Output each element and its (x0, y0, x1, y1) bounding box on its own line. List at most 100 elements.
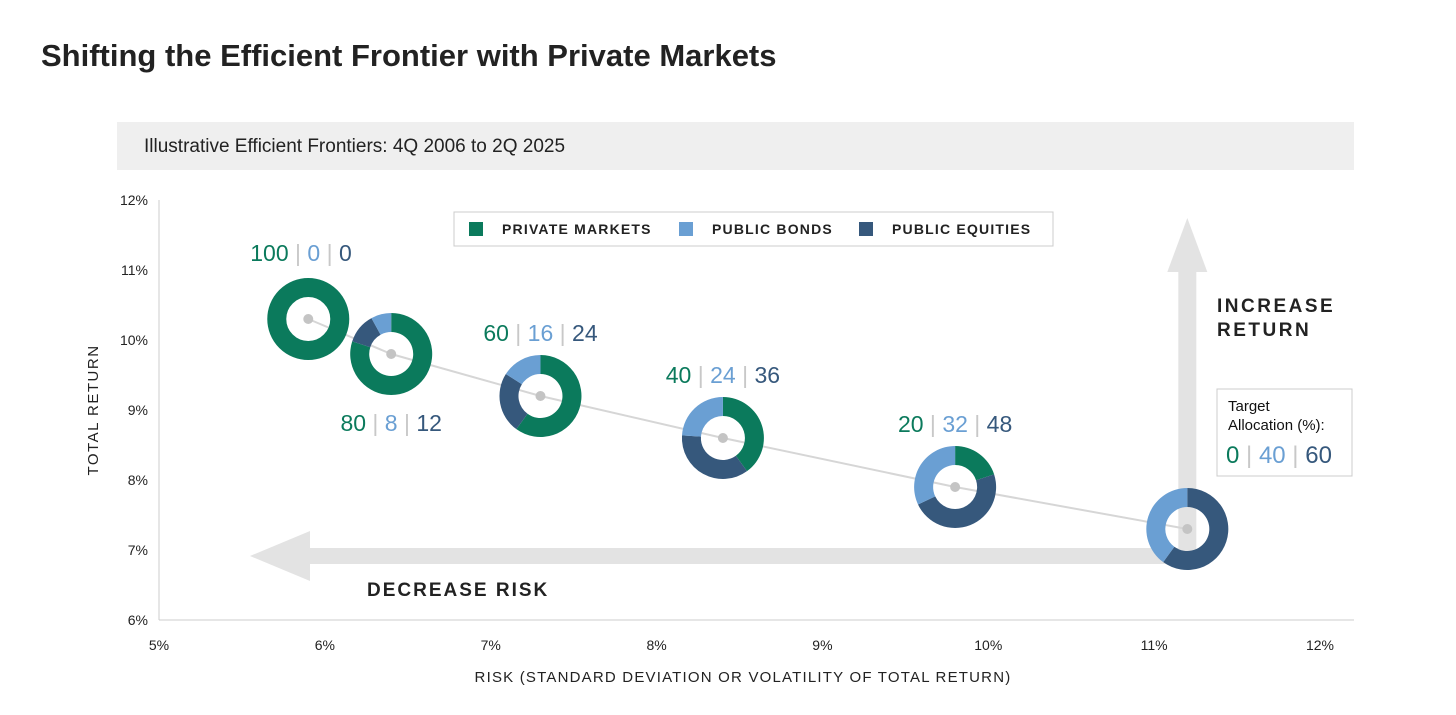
label-separator: | (968, 411, 987, 437)
legend-label: PRIVATE MARKETS (502, 221, 652, 237)
increase-return-label: RETURN (1217, 320, 1311, 341)
allocation-bonds: 16 (528, 320, 554, 346)
allocation-private: 80 (340, 410, 366, 436)
legend-swatch (679, 222, 693, 236)
allocation-donut (350, 313, 433, 395)
legend-swatch (859, 222, 873, 236)
allocation-donut (499, 355, 582, 437)
data-point-marker (717, 433, 728, 443)
allocation-bonds: 8 (385, 410, 398, 436)
label-separator: | (398, 410, 417, 436)
donut-segment-equities (499, 374, 528, 430)
label-separator: | (1239, 442, 1259, 469)
donut-segment-equities (1163, 488, 1229, 570)
x-tick-label: 6% (315, 637, 335, 653)
allocation-equities: 36 (754, 362, 780, 388)
y-tick-label: 12% (120, 192, 148, 208)
donut-segment-bonds (681, 397, 723, 437)
label-separator: | (736, 362, 755, 388)
donut-segment-bonds (914, 445, 956, 505)
donut-segment-private (267, 278, 350, 360)
x-tick-label: 7% (481, 637, 501, 653)
target-allocation-box (1216, 388, 1353, 477)
data-point-marker (950, 482, 961, 492)
x-tick-label: 12% (1306, 637, 1334, 653)
y-tick-label: 10% (120, 332, 148, 348)
y-tick-label: 7% (128, 542, 148, 558)
label-separator: | (691, 362, 710, 388)
decrease-risk-arrow-shaft (305, 548, 1188, 564)
label-separator: | (553, 320, 572, 346)
target-allocation-title: Allocation (%): (1228, 417, 1325, 434)
data-point-marker (386, 349, 397, 359)
allocation-private: 20 (898, 411, 924, 437)
donut-segment-equities (352, 318, 381, 348)
allocation-donut (1146, 488, 1229, 570)
target-allocation-title: Target (1228, 398, 1271, 415)
x-tick-label: 5% (149, 637, 169, 653)
allocation-label: 20 | 32 | 48 (898, 411, 1012, 437)
x-axis-label: RISK (STANDARD DEVIATION OR VOLATILITY O… (475, 669, 1012, 686)
allocation-equities: 0 (339, 240, 352, 266)
allocation-label: 80 | 8 | 12 (340, 410, 442, 436)
decrease-risk-label: DECREASE RISK (367, 580, 549, 601)
chart-subtitle-bar: Illustrative Efficient Frontiers: 4Q 200… (117, 122, 1354, 170)
y-tick-label: 9% (128, 402, 148, 418)
x-tick-label: 9% (812, 637, 832, 653)
y-tick-label: 6% (128, 612, 148, 628)
legend-swatch (469, 222, 483, 236)
increase-return-arrowhead (1167, 218, 1208, 272)
allocation-equities: 12 (416, 410, 442, 436)
allocation-donut (914, 445, 997, 529)
allocation-label: 0 | 40 | 60 (1226, 442, 1332, 469)
x-tick-label: 10% (974, 637, 1002, 653)
donut-segment-bonds (371, 313, 392, 335)
allocation-donut (267, 278, 350, 360)
increase-return-arrow-shaft (1178, 270, 1197, 564)
y-tick-label: 8% (128, 472, 148, 488)
y-axis-label: TOTAL RETURN (85, 344, 102, 475)
donut-segment-private (516, 355, 582, 437)
label-separator: | (320, 240, 339, 266)
allocation-bonds: 40 (1259, 442, 1286, 469)
page-title: Shifting the Efficient Frontier with Pri… (41, 38, 777, 73)
legend-label: PUBLIC BONDS (712, 221, 833, 237)
allocation-private: 100 (250, 240, 288, 266)
allocation-private: 0 (1226, 442, 1239, 469)
allocation-label: 40 | 24 | 36 (666, 362, 780, 388)
y-tick-label: 11% (121, 262, 148, 278)
allocation-bonds: 32 (942, 411, 968, 437)
data-point-marker (303, 314, 314, 324)
allocation-label: 60 | 16 | 24 (483, 320, 598, 346)
x-tick-label: 8% (646, 637, 666, 653)
donut-segment-private (955, 446, 995, 481)
allocation-private: 40 (666, 362, 692, 388)
allocation-equities: 60 (1305, 442, 1332, 469)
x-tick-label: 11% (1141, 637, 1168, 653)
allocation-label: 100 | 0 | 0 (250, 240, 352, 266)
label-separator: | (289, 240, 308, 266)
label-separator: | (366, 410, 385, 436)
legend-box (453, 211, 1054, 247)
data-point-marker (1182, 524, 1193, 534)
legend-label: PUBLIC EQUITIES (892, 221, 1031, 237)
data-point-marker (535, 391, 546, 401)
donut-segment-equities (918, 474, 997, 529)
decrease-risk-arrowhead (250, 531, 310, 581)
donut-segment-private (350, 313, 433, 395)
allocation-bonds: 0 (307, 240, 320, 266)
donut-segment-bonds (1146, 488, 1188, 563)
donut-segment-bonds (505, 355, 541, 385)
allocation-private: 60 (483, 320, 509, 346)
allocation-donut (681, 397, 764, 480)
allocation-equities: 48 (987, 411, 1013, 437)
label-separator: | (509, 320, 528, 346)
label-separator: | (924, 411, 943, 437)
increase-return-label: INCREASE (1217, 296, 1335, 317)
allocation-equities: 24 (572, 320, 598, 346)
donut-segment-equities (681, 435, 748, 480)
allocation-bonds: 24 (710, 362, 736, 388)
label-separator: | (1286, 442, 1306, 469)
chart-title: Illustrative Efficient Frontiers: 4Q 200… (144, 136, 566, 157)
